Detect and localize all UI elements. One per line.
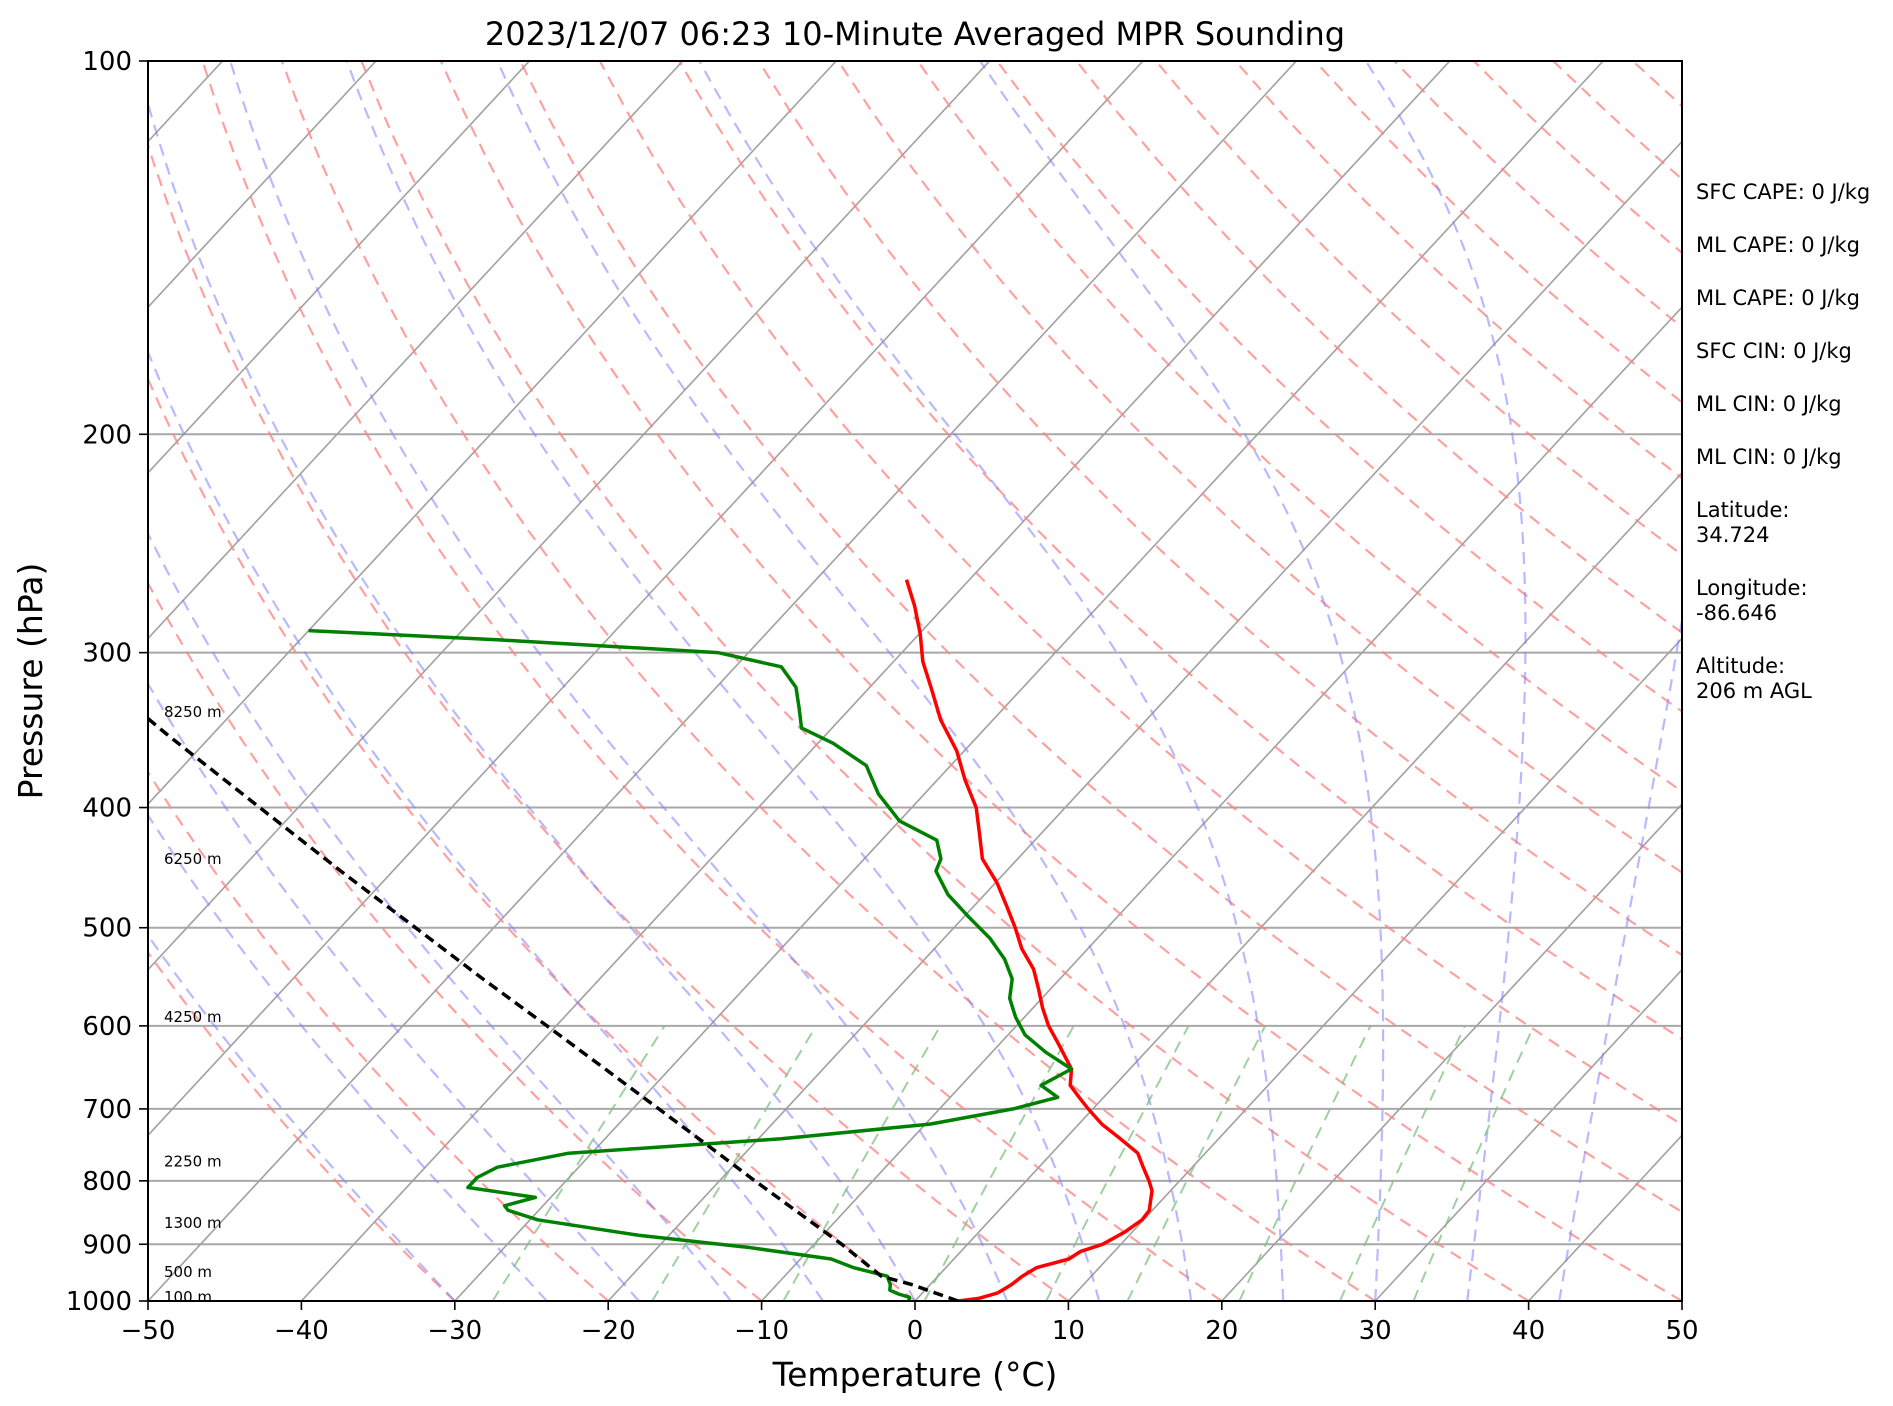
dry-adiabat-line [916,61,1682,793]
isotherm-line [454,61,1604,1301]
moist-adiabat-line [229,61,1009,1301]
moist-adiabat-line [979,61,1385,1301]
mixing-ratio-line [1412,1025,1535,1301]
height-label: 8250 m [164,703,222,721]
dewpoint-trace [308,628,1074,1301]
moist-adiabat-line [148,531,732,1301]
dry-adiabat-line [360,61,1530,1301]
x-tick-label: −20 [581,1316,636,1346]
dry-adiabat-line [1075,61,1682,635]
isotherm-line [607,140,1682,1301]
x-tick-label: 20 [1205,1316,1238,1346]
y-tick-label: 600 [82,1012,132,1042]
moist-adiabat-line [698,61,1285,1301]
moist-adiabat-line [345,61,1101,1301]
ml-cin-text-2: ML CIN: 0 J/kg [1696,445,1842,469]
isotherm-line [148,61,684,640]
dry-adiabat-line [280,61,1376,1301]
y-tick-label: 200 [82,420,132,450]
y-tick-label: 500 [82,914,132,944]
isotherm-line [148,61,530,474]
y-axis-label: Pressure (hPa) [11,563,50,800]
height-label: 100 m [164,1288,212,1306]
height-label: 4250 m [164,1008,222,1026]
dry-adiabat-line [148,580,763,1301]
mixing-ratio-line [491,1025,666,1301]
y-tick-label: 800 [82,1167,132,1197]
x-tick-label: 0 [907,1316,924,1346]
dry-adiabat-line [837,61,1682,874]
dry-adiabat-line [439,61,1682,1301]
isotherm-line [148,61,991,971]
isotherm-line [148,61,1144,1137]
x-tick-label: −40 [274,1316,329,1346]
mixing-ratio-line [651,1025,817,1301]
reference-lines [148,61,1682,1301]
height-label: 6250 m [164,850,222,868]
y-tick-label: 900 [82,1230,132,1260]
latitude-text: Latitude: 34.724 [1696,498,1790,547]
isotherm-line [1221,802,1682,1301]
moist-adiabat-line [148,933,456,1301]
dry-adiabat-line [148,950,456,1301]
x-tick-label: −50 [121,1316,176,1346]
dry-adiabat-line [148,376,916,1301]
moist-adiabat-line [496,61,1193,1301]
ml-cape-text: ML CAPE: 0 J/kg [1696,233,1861,257]
parcel-trace [148,716,959,1301]
height-label: 2250 m [164,1153,222,1171]
mixing-ratio-line [782,1025,942,1301]
temperature-trace [904,579,1154,1301]
isotherm-line [148,61,377,309]
moist-adiabat-line [148,681,640,1301]
altitude-text: Altitude: 206 m AGL [1696,654,1812,703]
moist-adiabat-line [148,99,916,1301]
isotherm-line [148,61,837,806]
x-axis-label: Temperature (°C) [772,1355,1058,1394]
mixing-ratio-line [1045,1025,1190,1301]
y-tick-label: 1000 [66,1287,132,1317]
chart-title: 2023/12/07 06:23 10-Minute Averaged MPR … [485,15,1345,53]
isotherm-line [1374,968,1682,1301]
x-tick-label: 30 [1359,1316,1392,1346]
mixing-ratio-line [1126,1025,1267,1301]
dry-adiabat-line [201,61,1223,1301]
x-tick-label: 10 [1052,1316,1085,1346]
isotherm-line [300,61,1451,1301]
y-axis-ticks: 1000 900 800 700 600 500 400 300 200 100 [66,47,148,1317]
sounding-traces [148,579,1154,1301]
height-label: 500 m [164,1263,212,1281]
height-label: 1300 m [164,1214,222,1232]
ml-cin-text: ML CIN: 0 J/kg [1696,392,1842,416]
mixing-ratio-line [923,1025,1075,1301]
y-tick-label: 400 [82,794,132,824]
moist-adiabat-line [148,349,824,1301]
longitude-text: Longitude: -86.646 [1696,576,1808,625]
moist-adiabat-line [1558,614,1682,1301]
mixing-ratio-line [1238,1025,1372,1301]
ml-cape-text-2: ML CAPE: 0 J/kg [1696,286,1861,310]
y-tick-label: 300 [82,639,132,669]
sfc-cin-text: SFC CIN: 0 J/kg [1696,339,1852,363]
dry-adiabat-line [148,141,1070,1301]
y-tick-label: 100 [82,47,132,77]
moist-adiabat-line [148,813,548,1301]
x-tick-label: −10 [734,1316,789,1346]
x-axis-ticks: −50 −40 −30 −20 −10 0 10 20 30 40 50 [121,1301,1699,1346]
mixing-ratio-line [1338,1025,1466,1301]
y-tick-label: 700 [82,1095,132,1125]
sounding-stats-panel: SFC CAPE: 0 J/kg ML CAPE: 0 J/kg ML CAPE… [1696,180,1886,732]
isotherm-line [761,305,1682,1301]
dry-adiabat-line [996,61,1682,713]
x-tick-label: −30 [427,1316,482,1346]
isotherm-line [1067,637,1682,1301]
moist-adiabat-line [1364,61,1527,1301]
isotherm-line [914,471,1682,1301]
x-tick-label: 50 [1665,1316,1698,1346]
sfc-cape-text: SFC CAPE: 0 J/kg [1696,180,1871,204]
x-tick-label: 40 [1512,1316,1545,1346]
isotherm-line [148,61,1297,1301]
height-labels: 100 m 500 m 1300 m 2250 m 4250 m 6250 m 8250 m [164,703,222,1306]
